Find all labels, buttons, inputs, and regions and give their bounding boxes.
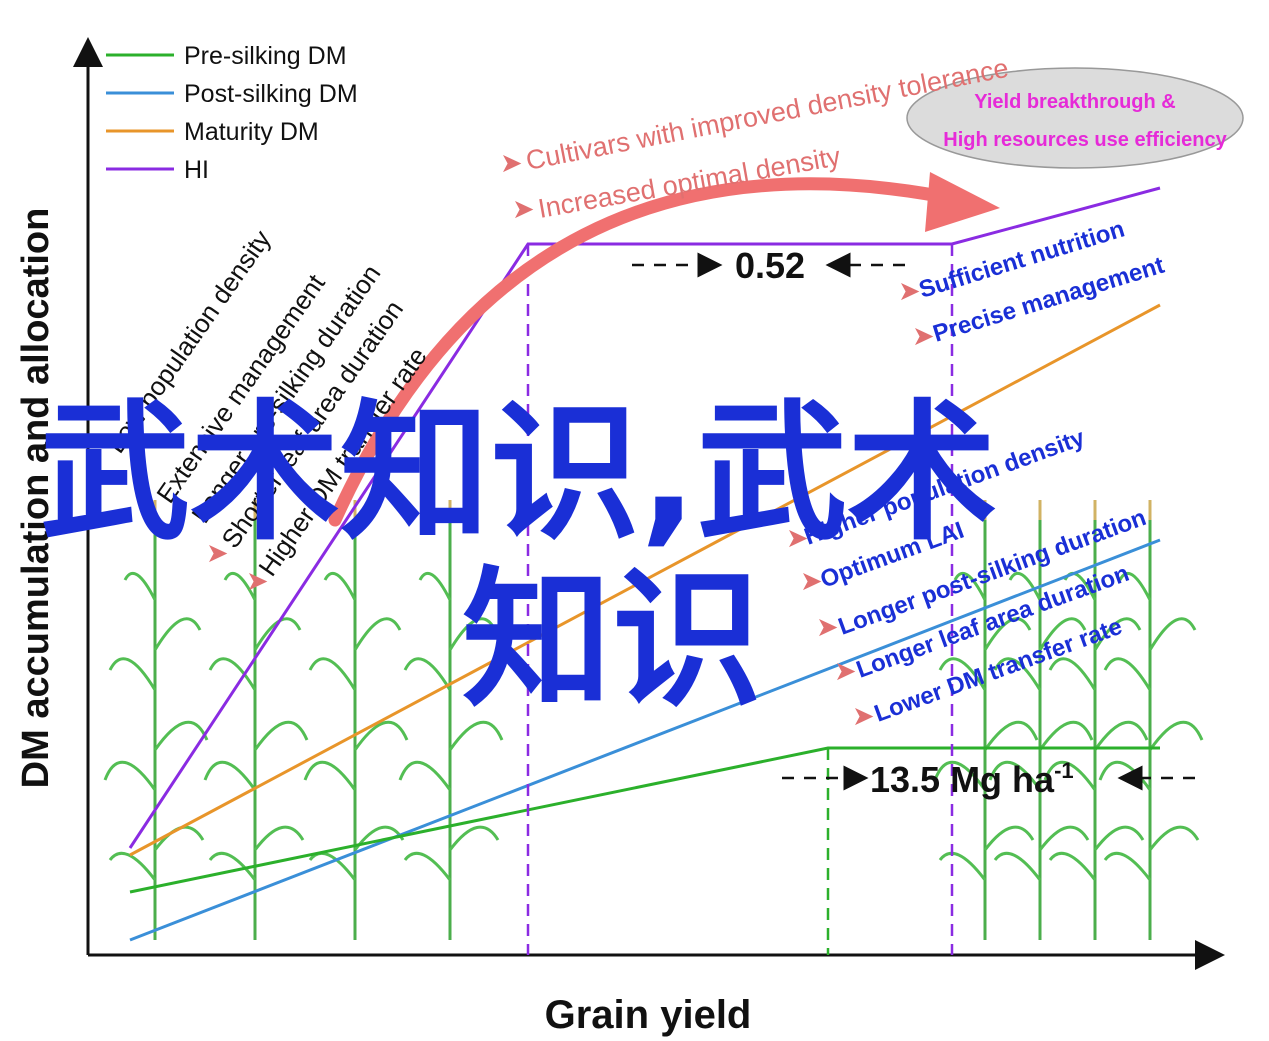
post-silking-dm-line (129, 538, 1161, 942)
red-bullet: ➤ (800, 566, 823, 596)
ellipse-line-2: High resources use efficiency (943, 129, 1227, 151)
red-bullet: ➤ (786, 523, 809, 553)
maturity-dm-line (129, 303, 1161, 857)
outcome-ellipse: Yield breakthrough & High resources use … (906, 67, 1244, 169)
red-bullet: ➤ (816, 612, 839, 642)
red-bullet: ➤ (852, 701, 875, 731)
red-bullet: ➤ (206, 538, 229, 568)
ellipse-line-1: Yield breakthrough & (974, 91, 1176, 113)
guide-lines (526, 244, 954, 955)
legend-hi: HI (184, 156, 209, 184)
hi-line (128, 186, 1161, 849)
watermark-line-1: 武术知识,武术 (40, 387, 997, 561)
legend-post-silking: Post-silking DM (184, 80, 358, 108)
red-bullet: ➤ (246, 566, 269, 596)
improvement-arrow (328, 172, 1000, 527)
red-bullet: ➤ (834, 656, 857, 686)
watermark: 武术知识,武术 知识 (40, 387, 997, 728)
legend-maturity: Maturity DM (184, 118, 319, 146)
red-bullet: ➤ (500, 148, 523, 178)
axes (73, 37, 1225, 970)
hi-value-marker: 0.52 (632, 245, 905, 286)
red-bullet: ➤ (898, 276, 921, 306)
legend: Pre-silking DM Post-silking DM Maturity … (106, 42, 358, 184)
x-axis-title: Grain yield (545, 993, 752, 1037)
legend-pre-silking: Pre-silking DM (184, 42, 347, 70)
pre-silking-value: 13.5 Mg ha-1 (870, 758, 1074, 800)
red-bullet: ➤ (912, 321, 935, 351)
watermark-line-2: 知识 (462, 554, 762, 728)
hi-value: 0.52 (735, 245, 805, 286)
red-bullet: ➤ (512, 194, 535, 224)
pre-silking-value-marker: 13.5 Mg ha-1 (782, 758, 1195, 800)
y-axis-title: DM accumulation and allocation (15, 208, 57, 789)
